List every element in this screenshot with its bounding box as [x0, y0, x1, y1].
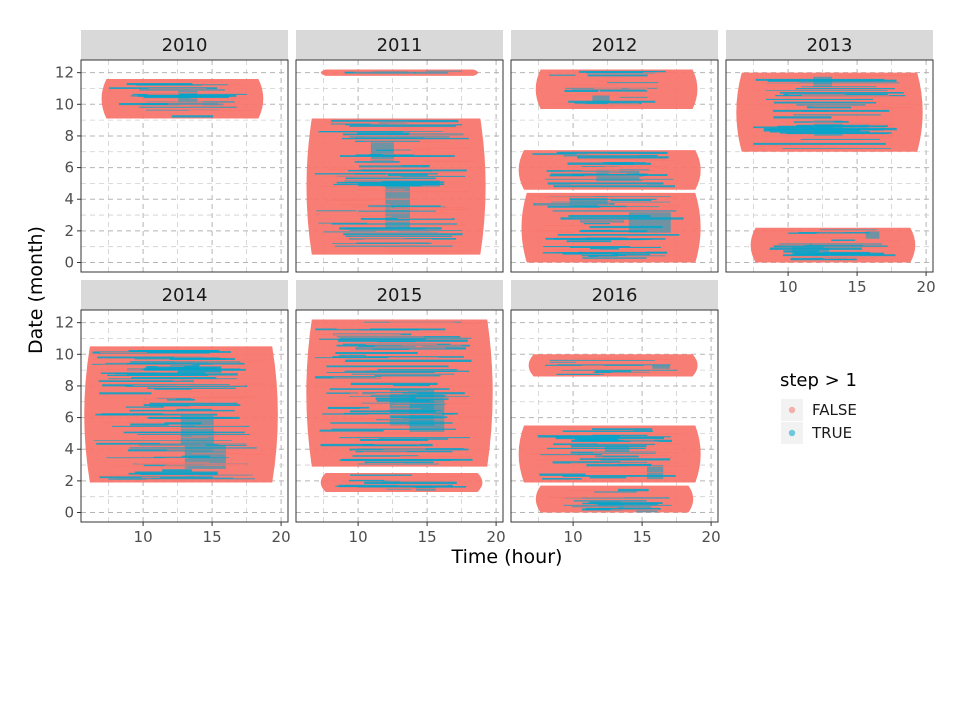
data-points: [101, 78, 264, 119]
y-tick-label: 0: [64, 254, 74, 272]
facet-panel-2013: 2013 10 15 20: [725, 30, 936, 296]
y-tick-label: 2: [64, 222, 74, 240]
data-points: [84, 346, 278, 483]
facet-strip-label: 2010: [162, 35, 208, 56]
y-tick-label: 4: [64, 440, 74, 458]
true-points: [314, 119, 476, 252]
panel-border: [80, 59, 289, 273]
x-tick-label: 20: [487, 528, 506, 546]
true-points: [335, 474, 467, 491]
x-axis-title: Time (hour): [451, 546, 563, 568]
true-points: [549, 70, 677, 107]
true-points: [91, 349, 267, 480]
y-axis-title: Date (month): [25, 226, 47, 354]
true-points: [544, 357, 678, 376]
true-points: [548, 488, 673, 513]
legend: step > 1 FALSE TRUE: [780, 370, 857, 444]
false-points-band: [535, 69, 698, 110]
panel-border: [80, 309, 289, 523]
y-tick-label: 12: [55, 314, 74, 332]
x-tick-label: 10: [779, 278, 798, 296]
facet-strip: [726, 30, 933, 60]
true-points: [531, 151, 675, 188]
facet-strip: [511, 30, 718, 60]
facet-strip: [296, 280, 503, 310]
panel-border: [295, 309, 504, 523]
facet-panel-2014: 2014 0 2 4 6 8 10 12 10 15 20: [55, 280, 291, 546]
true-points: [528, 428, 688, 480]
true-points: [763, 229, 900, 261]
y-tick-label: 0: [64, 504, 74, 522]
legend-title: step > 1: [780, 370, 857, 391]
facet-panel-2011: 2011: [295, 30, 504, 273]
facet-strip: [296, 30, 503, 60]
facet-strip-label: 2013: [807, 35, 853, 56]
y-tick-label: 8: [64, 127, 74, 145]
y-tick-label: 8: [64, 377, 74, 395]
x-tick-label: 15: [418, 528, 437, 546]
facet-panel-2015: 2015 10 15 20: [295, 280, 506, 546]
true-points: [314, 321, 481, 465]
facet-strip-label: 2012: [592, 35, 638, 56]
legend-entry-true: TRUE: [781, 422, 852, 444]
legend-entry-false: FALSE: [781, 399, 857, 421]
legend-point: [788, 406, 796, 414]
facet-panel-2012: 2012: [510, 30, 719, 273]
x-tick-label: 10: [134, 528, 153, 546]
data-points: [518, 354, 701, 513]
facet-strip: [511, 280, 718, 310]
facet-panel-2010: 2010 0 2 4 6 8 10 12: [55, 30, 289, 273]
facet-strip-label: 2015: [377, 285, 423, 306]
panel-border: [295, 59, 504, 273]
panel-border: [725, 59, 934, 273]
y-tick-label: 6: [64, 159, 74, 177]
true-points: [753, 75, 913, 149]
data-points: [518, 69, 701, 263]
data-points: [306, 69, 486, 255]
y-tick-label: 10: [55, 95, 74, 113]
y-tick-label: 12: [55, 64, 74, 82]
x-tick-label: 20: [272, 528, 291, 546]
x-tick-label: 15: [203, 528, 222, 546]
data-points: [736, 72, 923, 263]
legend-label: FALSE: [812, 401, 857, 419]
legend-point: [788, 429, 796, 437]
true-points: [532, 195, 684, 259]
facet-panel-2016: 2016 10 15 20: [510, 280, 721, 546]
y-tick-label: 6: [64, 409, 74, 427]
y-tick-label: 2: [64, 472, 74, 490]
x-tick-label: 20: [702, 528, 721, 546]
true-points: [344, 70, 468, 74]
x-tick-label: 15: [848, 278, 867, 296]
facet-strip: [81, 30, 288, 60]
x-tick-label: 10: [564, 528, 583, 546]
true-points: [108, 80, 255, 118]
y-tick-label: 10: [55, 345, 74, 363]
facet-strip-label: 2011: [377, 35, 423, 56]
facet-strip-label: 2016: [592, 285, 638, 306]
panel-border: [510, 309, 719, 523]
legend-label: TRUE: [811, 424, 852, 442]
x-tick-label: 15: [633, 528, 652, 546]
x-tick-label: 10: [349, 528, 368, 546]
y-tick-label: 4: [64, 190, 74, 208]
data-points: [306, 319, 493, 492]
x-tick-label: 20: [917, 278, 936, 296]
panel-border: [510, 59, 719, 273]
facet-strip: [81, 280, 288, 310]
facet-strip-label: 2014: [162, 285, 208, 306]
